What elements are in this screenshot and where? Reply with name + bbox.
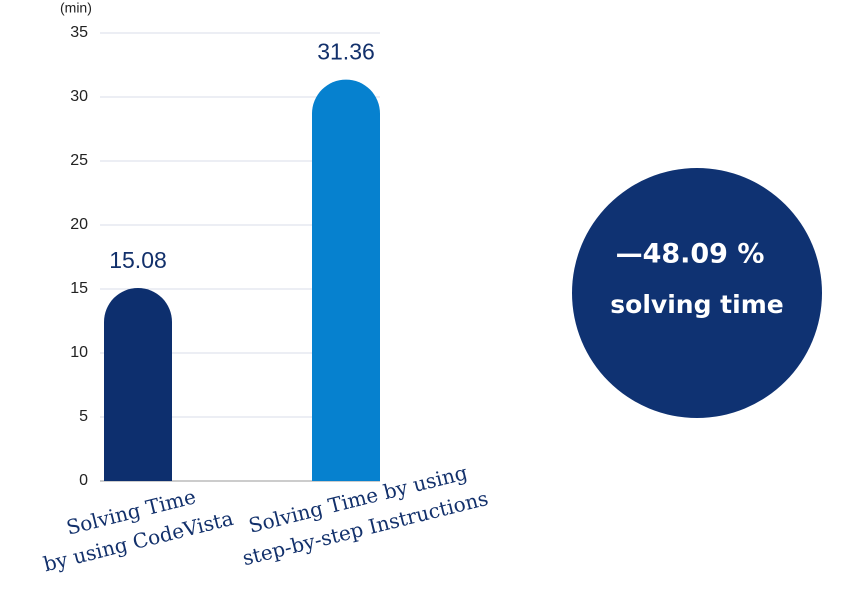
bar [312,79,380,481]
y-tick-label: 35 [70,24,88,41]
bar [104,287,172,481]
y-tick-label: 25 [70,152,88,169]
y-tick-label: 30 [70,88,88,105]
annotation-value: —48.09 % [616,239,765,270]
value-label: 31.36 [317,39,375,65]
y-tick-label: 0 [79,472,88,489]
y-tick-label: 10 [70,344,88,361]
y-tick-label: 15 [70,280,88,297]
y-tick-label: 20 [70,216,88,233]
y-unit: (min) [60,0,92,16]
value-label: 15.08 [109,247,167,273]
annotation-text: solving time [610,290,783,319]
annotation-circle [572,168,822,418]
y-tick-label: 5 [79,408,88,425]
